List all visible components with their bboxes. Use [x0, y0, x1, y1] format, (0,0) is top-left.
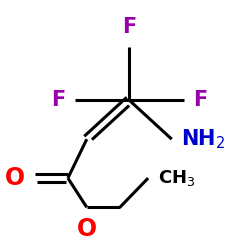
Text: CH$_3$: CH$_3$: [158, 168, 195, 188]
Text: F: F: [51, 90, 66, 110]
Text: NH$_2$: NH$_2$: [181, 127, 226, 151]
Text: O: O: [5, 166, 25, 190]
Text: O: O: [77, 217, 97, 241]
Text: F: F: [122, 17, 136, 37]
Text: F: F: [193, 90, 207, 110]
